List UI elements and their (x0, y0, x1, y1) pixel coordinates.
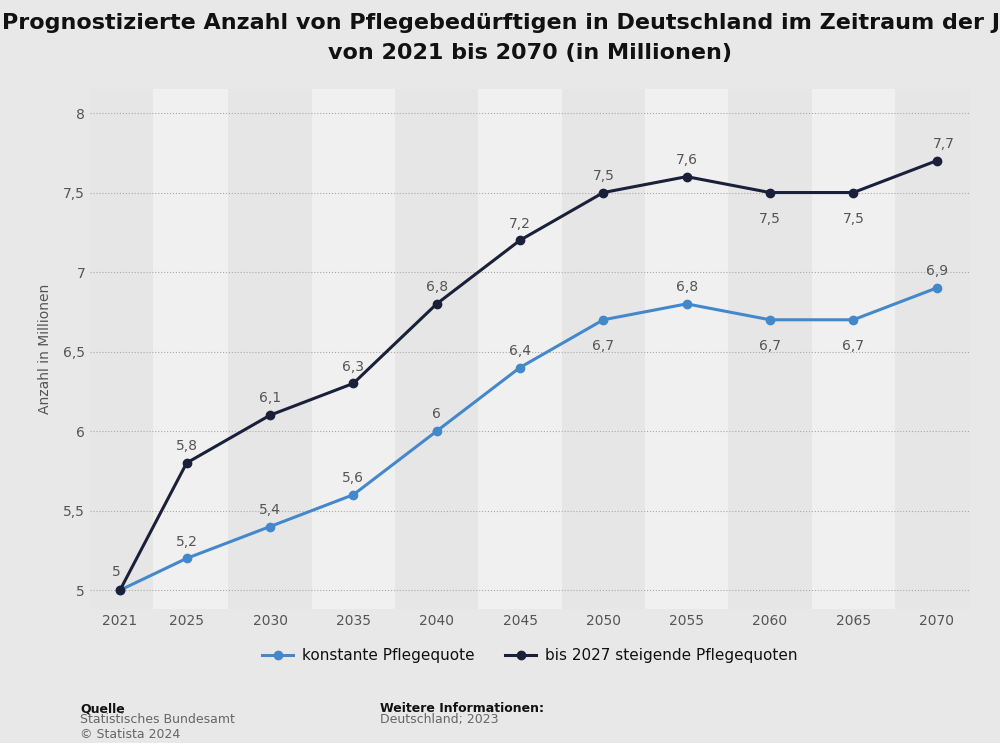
Text: 7,7: 7,7 (933, 137, 955, 151)
Title: Prognostizierte Anzahl von Pflegebedürftigen in Deutschland im Zeitraum der Jahr: Prognostizierte Anzahl von Pflegebedürft… (2, 13, 1000, 62)
Text: 5,8: 5,8 (176, 439, 198, 453)
Bar (153, 89, 228, 609)
Text: 6,8: 6,8 (426, 280, 448, 294)
Bar (728, 89, 812, 609)
Y-axis label: Anzahl in Millionen: Anzahl in Millionen (38, 284, 52, 415)
Text: 6,1: 6,1 (259, 392, 281, 406)
Text: 7,5: 7,5 (842, 212, 864, 226)
Text: 6,9: 6,9 (926, 265, 948, 278)
Text: Deutschland; 2023: Deutschland; 2023 (380, 713, 498, 726)
Bar (812, 89, 895, 609)
Bar (312, 89, 395, 609)
Text: 6,8: 6,8 (676, 280, 698, 294)
Text: 5,4: 5,4 (259, 503, 281, 517)
Bar (228, 89, 312, 609)
Bar (645, 89, 728, 609)
Bar (895, 89, 970, 609)
Text: 7,6: 7,6 (676, 153, 698, 167)
Text: 5,6: 5,6 (342, 471, 364, 485)
Text: 6,7: 6,7 (842, 340, 864, 353)
Text: Quelle: Quelle (80, 702, 125, 715)
Text: 6,3: 6,3 (342, 360, 364, 374)
Text: Statistisches Bundesamt
© Statista 2024: Statistisches Bundesamt © Statista 2024 (80, 713, 235, 742)
Bar (562, 89, 645, 609)
Text: 7,5: 7,5 (759, 212, 781, 226)
Text: 5,2: 5,2 (176, 535, 198, 548)
Text: 6,7: 6,7 (592, 340, 614, 353)
Text: Weitere Informationen:: Weitere Informationen: (380, 702, 544, 715)
Text: 5: 5 (111, 565, 120, 579)
Bar (90, 89, 153, 609)
Text: 6: 6 (432, 407, 441, 421)
Text: 7,5: 7,5 (592, 169, 614, 183)
Bar (478, 89, 562, 609)
Text: 7,2: 7,2 (509, 216, 531, 230)
Text: 6,4: 6,4 (509, 344, 531, 358)
Bar (395, 89, 478, 609)
Text: 6,7: 6,7 (759, 340, 781, 353)
Legend: konstante Pflegequote, bis 2027 steigende Pflegequoten: konstante Pflegequote, bis 2027 steigend… (256, 642, 804, 669)
